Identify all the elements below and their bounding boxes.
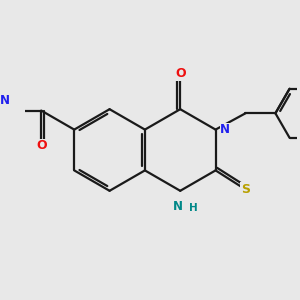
Text: S: S bbox=[241, 183, 250, 196]
Text: H: H bbox=[190, 203, 198, 213]
Text: N: N bbox=[220, 123, 230, 136]
Text: O: O bbox=[36, 140, 46, 152]
Text: O: O bbox=[175, 67, 186, 80]
Text: N: N bbox=[0, 94, 10, 107]
Text: N: N bbox=[172, 200, 182, 212]
